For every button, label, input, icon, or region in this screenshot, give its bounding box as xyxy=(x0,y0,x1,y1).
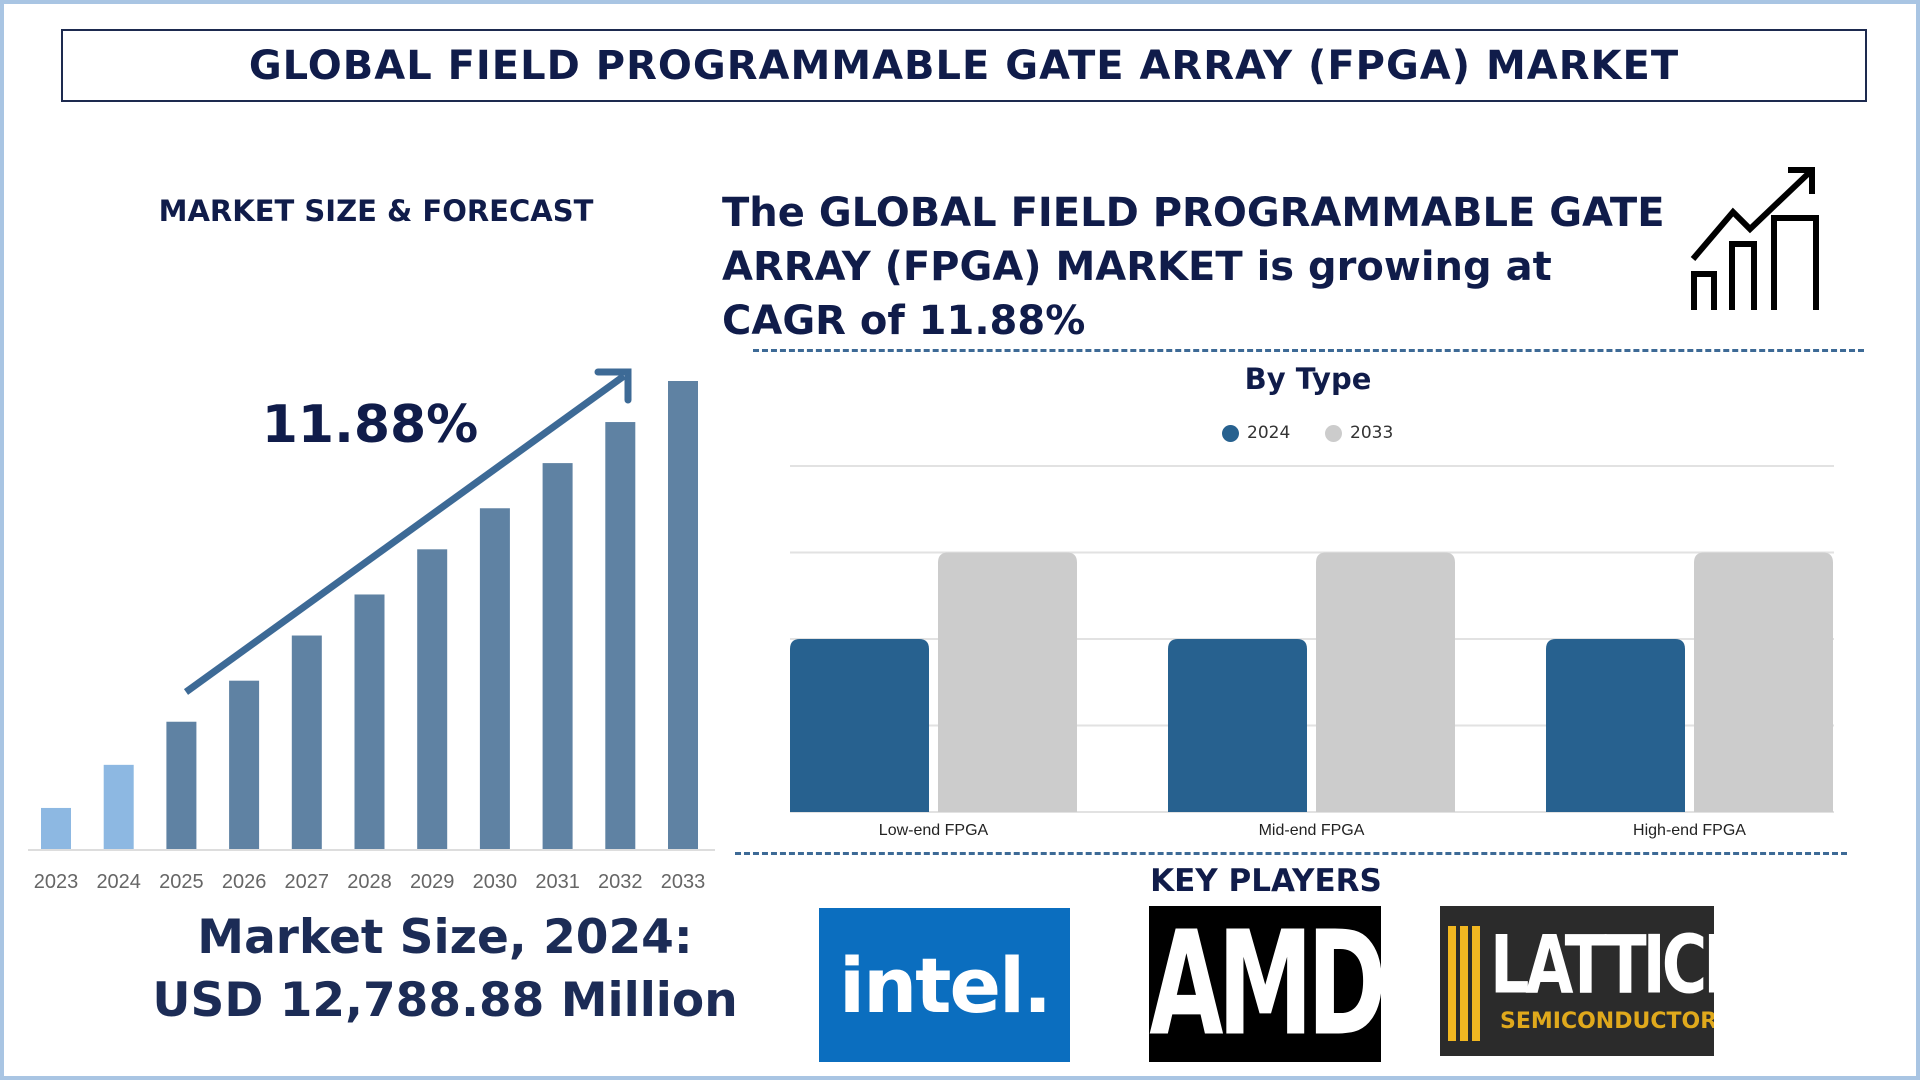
bar-2028 xyxy=(354,594,385,849)
x-tick-label: 2031 xyxy=(535,871,580,893)
cagr-annotation: 11.88% xyxy=(261,395,479,455)
x-tick-label: 2033 xyxy=(661,871,706,893)
bar-2032 xyxy=(605,422,636,849)
market-size-heading: MARKET SIZE & FORECAST xyxy=(158,194,594,228)
x-tick-label: High-end FPGA xyxy=(1633,822,1746,839)
x-tick-label: 2030 xyxy=(473,871,518,893)
cagr-headline: The GLOBAL FIELD PROGRAMMABLE GATE ARRAY… xyxy=(722,190,1665,344)
trend-arrow-head xyxy=(594,368,632,404)
trend-arrow xyxy=(183,373,627,695)
intel-logo: intel. xyxy=(819,908,1070,1062)
legend-label: 2033 xyxy=(1350,423,1394,443)
x-tick-label: 2024 xyxy=(96,871,141,893)
by-type-chart: Low-end FPGA Mid-end FPGA High-end FPGA xyxy=(790,465,1834,839)
amd-logo: AMD xyxy=(1149,906,1381,1062)
lattice-mark xyxy=(1448,926,1484,1041)
logo-text: AMD xyxy=(1149,906,1381,1062)
x-tick-label: Mid-end FPGA xyxy=(1259,822,1365,839)
x-tick-label: 2026 xyxy=(222,871,267,893)
x-tick-label: 2029 xyxy=(410,871,455,893)
legend-item-2033: 2033 xyxy=(1325,423,1393,443)
bar-Low-end FPGA-2033 xyxy=(938,552,1077,812)
bar-Mid-end FPGA-2024 xyxy=(1168,639,1307,812)
x-tick-label: 2032 xyxy=(598,871,643,893)
bar-Mid-end FPGA-2033 xyxy=(1316,552,1455,812)
market-size-value: USD 12,788.88 Million xyxy=(152,973,738,1028)
bar-2027 xyxy=(291,635,322,849)
legend-swatch xyxy=(1325,424,1342,442)
section-divider xyxy=(735,852,1847,855)
x-tick-label: 2023 xyxy=(34,871,79,893)
bar-2026 xyxy=(229,680,260,849)
market-forecast-chart: 2023 2024 2025 2026 2027 2028 2029 2030 2031 2032… xyxy=(28,368,715,893)
bar-2031 xyxy=(542,463,573,849)
lattice-logo: LATTICE SEMICONDUCTOR. xyxy=(1440,906,1714,1056)
bar-High-end FPGA-2033 xyxy=(1694,552,1833,812)
logo-text: intel. xyxy=(839,940,1052,1030)
x-tick-label: 2025 xyxy=(159,871,204,893)
legend-item-2024: 2024 xyxy=(1222,423,1290,443)
bar-2029 xyxy=(417,549,448,849)
logo-subtext: SEMICONDUCTOR. xyxy=(1500,1009,1714,1034)
bar-2030 xyxy=(479,508,510,849)
x-tick-label: 2028 xyxy=(347,871,392,893)
x-tick-label: Low-end FPGA xyxy=(879,822,989,839)
section-divider xyxy=(753,349,1864,352)
market-size-label: Market Size, 2024: xyxy=(197,910,693,965)
x-tick-label: 2027 xyxy=(285,871,330,893)
page-title: GLOBAL FIELD PROGRAMMABLE GATE ARRAY (FP… xyxy=(248,42,1680,89)
bar-2033 xyxy=(668,381,698,849)
bar-High-end FPGA-2024 xyxy=(1546,639,1685,812)
bar-2024 xyxy=(103,764,134,849)
bar-2023 xyxy=(41,807,71,849)
bar-2025 xyxy=(166,721,197,849)
growth-chart-arrow-icon xyxy=(1690,167,1819,310)
legend-swatch xyxy=(1222,424,1239,442)
title-banner: GLOBAL FIELD PROGRAMMABLE GATE ARRAY (FP… xyxy=(61,29,1867,102)
key-players-heading: KEY PLAYERS xyxy=(1150,863,1382,899)
logo-text: LATTICE xyxy=(1490,917,1714,1012)
legend-label: 2024 xyxy=(1247,423,1291,443)
bar-Low-end FPGA-2024 xyxy=(790,639,929,812)
by-type-title: By Type xyxy=(1244,362,1372,396)
